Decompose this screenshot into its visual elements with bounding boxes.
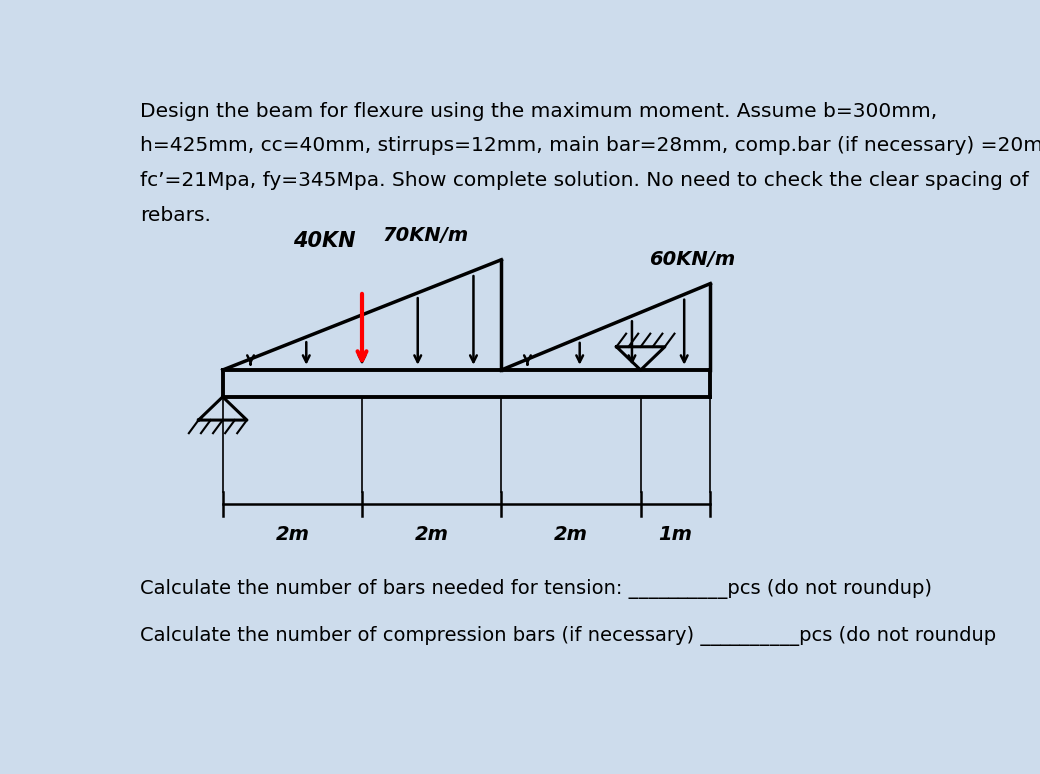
Text: Design the beam for flexure using the maximum moment. Assume b=300mm,: Design the beam for flexure using the ma… — [139, 102, 937, 121]
Text: 40KN: 40KN — [293, 231, 356, 251]
Text: Calculate the number of bars needed for tension: __________pcs (do not roundup): Calculate the number of bars needed for … — [139, 579, 932, 598]
Text: rebars.: rebars. — [139, 206, 210, 224]
Text: 2m: 2m — [415, 525, 448, 544]
Text: 2m: 2m — [276, 525, 309, 544]
Text: 2m: 2m — [554, 525, 588, 544]
Text: 70KN/m: 70KN/m — [382, 226, 468, 245]
Text: 60KN/m: 60KN/m — [649, 250, 735, 269]
Text: h=425mm, cc=40mm, stirrups=12mm, main bar=28mm, comp.bar (if necessary) =20mm,: h=425mm, cc=40mm, stirrups=12mm, main ba… — [139, 136, 1040, 156]
Text: Calculate the number of compression bars (if necessary) __________pcs (do not ro: Calculate the number of compression bars… — [139, 626, 995, 646]
Text: fc’=21Mpa, fy=345Mpa. Show complete solution. No need to check the clear spacing: fc’=21Mpa, fy=345Mpa. Show complete solu… — [139, 171, 1029, 190]
Text: 1m: 1m — [658, 525, 693, 544]
